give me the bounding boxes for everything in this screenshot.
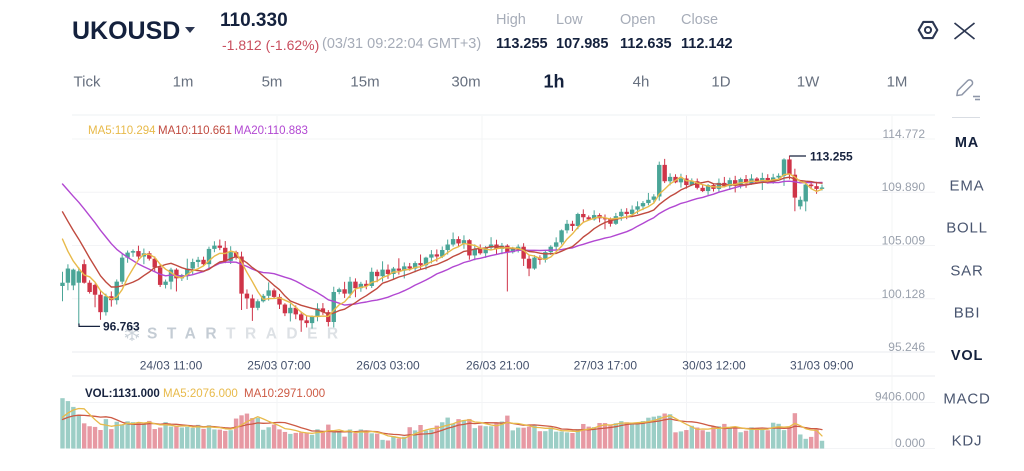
svg-text:26/03 21:00: 26/03 21:00 [466,359,530,373]
svg-text:MA20:110.883: MA20:110.883 [234,125,308,137]
svg-text:27/03 17:00: 27/03 17:00 [574,359,638,373]
svg-text:0.000: 0.000 [895,436,925,450]
svg-text:9406.000: 9406.000 [875,390,925,404]
svg-text:109.890: 109.890 [882,180,926,194]
svg-text:MA5:2076.000: MA5:2076.000 [163,388,238,400]
svg-text:25/03 07:00: 25/03 07:00 [247,359,311,373]
svg-text:MA10:110.661: MA10:110.661 [158,125,232,137]
svg-text:31/03 09:00: 31/03 09:00 [790,359,854,373]
svg-text:MA5:110.294: MA5:110.294 [88,125,156,137]
svg-text:100.128: 100.128 [882,287,926,301]
svg-text:26/03 03:00: 26/03 03:00 [356,359,420,373]
svg-text:114.772: 114.772 [883,127,926,141]
svg-text:24/03 11:00: 24/03 11:00 [140,359,203,373]
svg-text:95.246: 95.246 [888,340,925,354]
svg-text:113.255: 113.255 [810,150,853,164]
svg-text:VOL:1131.000: VOL:1131.000 [85,388,160,400]
svg-text:STARTRADER: STARTRADER [147,326,348,343]
svg-text:96.763: 96.763 [103,320,140,334]
svg-text:30/03 12:00: 30/03 12:00 [682,359,746,373]
svg-text:MA10:2971.000: MA10:2971.000 [244,388,325,400]
svg-text:105.009: 105.009 [882,234,926,248]
